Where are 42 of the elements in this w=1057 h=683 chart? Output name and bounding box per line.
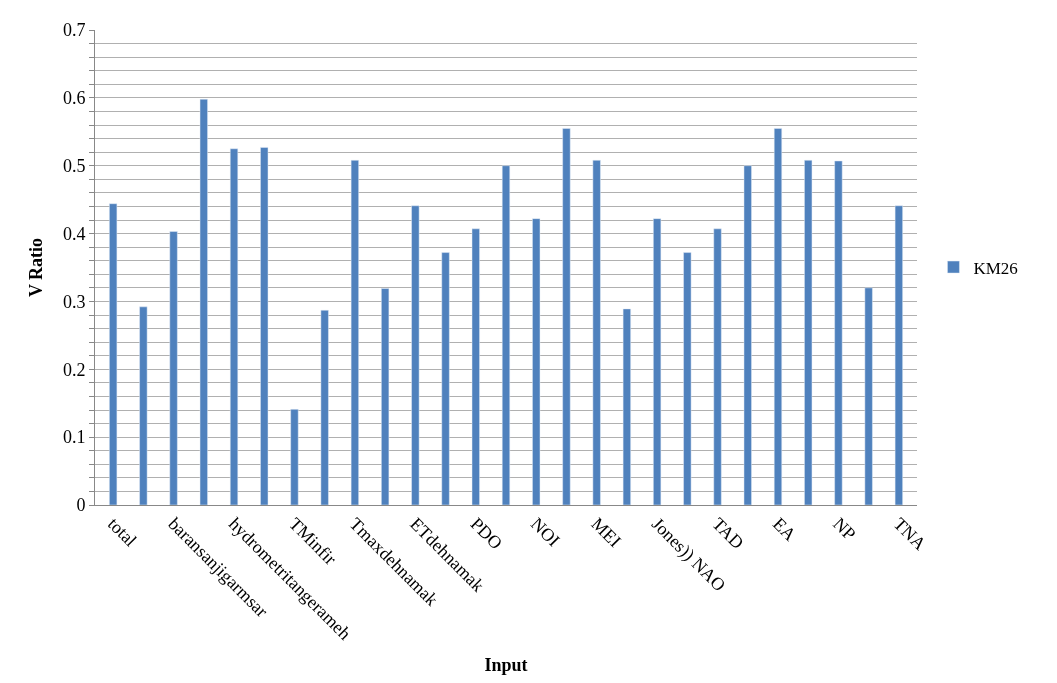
bar: [290, 409, 299, 505]
y-tick-label: 0: [76, 495, 86, 516]
bar: [411, 205, 420, 505]
bar: [441, 252, 450, 505]
y-axis-title: V Ratio: [26, 237, 47, 298]
y-tick-label: 0.2: [62, 359, 86, 380]
bar: [320, 310, 329, 505]
y-tick-label: 0.7: [62, 20, 86, 41]
bar: [713, 228, 722, 505]
bar: [864, 287, 873, 505]
y-tick-label: 0.3: [62, 291, 86, 312]
bar: [532, 218, 541, 505]
bar: [260, 147, 269, 505]
bar: [683, 252, 692, 505]
bar: [804, 160, 813, 505]
bar: [743, 165, 752, 505]
bar: [109, 203, 118, 505]
bar: [501, 165, 511, 505]
bar: [653, 218, 662, 505]
bar: [199, 98, 208, 505]
y-tick-label: 0.5: [62, 156, 86, 177]
x-axis-title: Input: [484, 654, 528, 675]
bar: [622, 308, 631, 505]
legend-label: KM26: [973, 258, 1018, 278]
bar: [139, 306, 148, 505]
bar: [229, 148, 239, 505]
x-tick-label: NOI: [527, 513, 564, 551]
bar: [471, 228, 480, 505]
x-tick-label: NP: [829, 513, 860, 545]
bar: [350, 160, 359, 505]
bar: [381, 288, 390, 505]
x-tick-label: EA: [768, 513, 800, 545]
x-tick-label: total: [103, 513, 141, 551]
y-tick-label: 0.1: [62, 427, 86, 448]
bar: [894, 205, 903, 505]
y-tick-label: 0.4: [62, 223, 86, 244]
y-tick-label: 0.6: [62, 88, 86, 109]
bar: [562, 128, 571, 505]
bar: [592, 160, 601, 505]
bar: [773, 128, 783, 505]
bar: [169, 231, 178, 505]
bar: [834, 160, 843, 505]
